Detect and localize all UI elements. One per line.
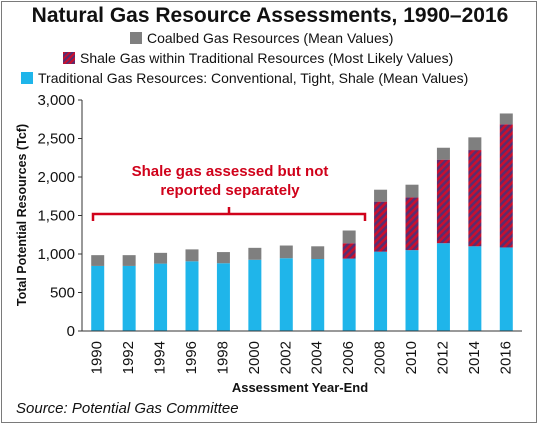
bar-segment-coalbed	[122, 255, 136, 266]
y-axis-label: Total Potential Resources (Tcf)	[15, 124, 29, 306]
x-tick-label: 2004	[309, 341, 326, 374]
bar-segment-traditional	[311, 259, 325, 331]
legend-label-shale: Shale Gas within Traditional Resources (…	[80, 50, 454, 66]
bar-segment-traditional	[185, 261, 199, 331]
bar-segment-shale	[499, 124, 513, 248]
y-axis-ticks: 0 500 1,000 1,500 2,000 2,500 3,000	[37, 92, 82, 340]
x-tick-label: 2008	[372, 341, 389, 374]
bar-segment-coalbed	[216, 252, 230, 264]
bar-segment-shale	[374, 201, 388, 252]
bar-segment-traditional	[122, 265, 136, 331]
legend-swatch-traditional	[21, 72, 33, 84]
legend-swatch-coalbed	[130, 32, 142, 44]
bar-segment-traditional	[405, 250, 419, 331]
bar-segment-traditional	[216, 263, 230, 331]
bar-segment-coalbed	[311, 246, 325, 260]
bar-segment-coalbed	[468, 137, 482, 151]
x-tick-label: 1990	[89, 341, 106, 374]
x-axis-label: Assessment Year-End	[232, 380, 368, 395]
y-tick-label: 0	[67, 323, 75, 340]
annotation-line-1: Shale gas assessed but not	[132, 163, 329, 180]
y-tick-label: 500	[50, 285, 75, 302]
bar-segment-traditional	[248, 259, 262, 331]
bar-segment-coalbed	[499, 113, 513, 125]
source-note: Source: Potential Gas Committee	[16, 400, 239, 417]
bar-segment-coalbed	[342, 230, 356, 244]
x-tick-label: 2000	[246, 341, 263, 374]
bar-segment-traditional	[279, 258, 293, 331]
bar-segment-coalbed	[91, 255, 105, 266]
legend-item-coalbed: Coalbed Gas Resources (Mean Values)	[130, 30, 393, 46]
bar-segment-coalbed	[185, 249, 199, 262]
bars	[91, 113, 513, 331]
x-tick-label: 2016	[497, 341, 514, 374]
y-tick-label: 2,000	[37, 169, 75, 186]
bar-segment-coalbed	[279, 245, 293, 259]
legend-item-shale: Shale Gas within Traditional Resources (…	[63, 50, 453, 66]
y-tick-label: 3,000	[37, 92, 75, 109]
bar-segment-traditional	[374, 251, 388, 331]
x-tick-label: 2014	[466, 341, 483, 374]
bar-segment-shale	[405, 197, 419, 251]
x-axis-ticks: 1990 1992 1994 1996 1998 2000 2002 2004 2006 2008…	[89, 341, 515, 374]
bar-segment-traditional	[499, 247, 513, 331]
bar-segment-traditional	[91, 265, 105, 331]
bar-segment-shale	[342, 243, 356, 259]
bar-segment-traditional	[342, 258, 356, 331]
bar-segment-coalbed	[374, 189, 388, 202]
x-tick-label: 1996	[183, 341, 200, 374]
annotation-bracket	[91, 207, 367, 221]
x-tick-label: 2002	[277, 341, 294, 374]
y-tick-label: 1,000	[37, 246, 75, 263]
y-tick-label: 2,500	[37, 131, 75, 148]
bar-segment-shale	[468, 150, 482, 247]
chart-title: Natural Gas Resource Assessments, 1990–2…	[31, 4, 509, 27]
x-tick-label: 1998	[214, 341, 231, 374]
x-tick-label: 2006	[340, 341, 357, 374]
bar-segment-traditional	[436, 243, 450, 331]
bar-segment-traditional	[468, 246, 482, 331]
legend-swatch-shale	[63, 52, 75, 64]
bar-segment-coalbed	[248, 247, 262, 260]
x-tick-label: 2010	[403, 341, 420, 374]
annotation-line-2: reported separately	[160, 182, 300, 199]
x-tick-label: 1994	[152, 341, 169, 374]
x-tick-label: 2012	[434, 341, 451, 374]
bar-segment-traditional	[154, 263, 168, 331]
legend-item-traditional: Traditional Gas Resources: Conventional,…	[21, 70, 468, 86]
bar-segment-coalbed	[405, 184, 419, 198]
bar-segment-coalbed	[154, 252, 168, 264]
bar-segment-coalbed	[436, 147, 450, 160]
legend-label-coalbed: Coalbed Gas Resources (Mean Values)	[147, 30, 394, 46]
legend-label-traditional: Traditional Gas Resources: Conventional,…	[38, 70, 469, 86]
x-tick-label: 1992	[120, 341, 137, 374]
y-tick-label: 1,500	[37, 208, 75, 225]
bar-segment-shale	[436, 159, 450, 244]
